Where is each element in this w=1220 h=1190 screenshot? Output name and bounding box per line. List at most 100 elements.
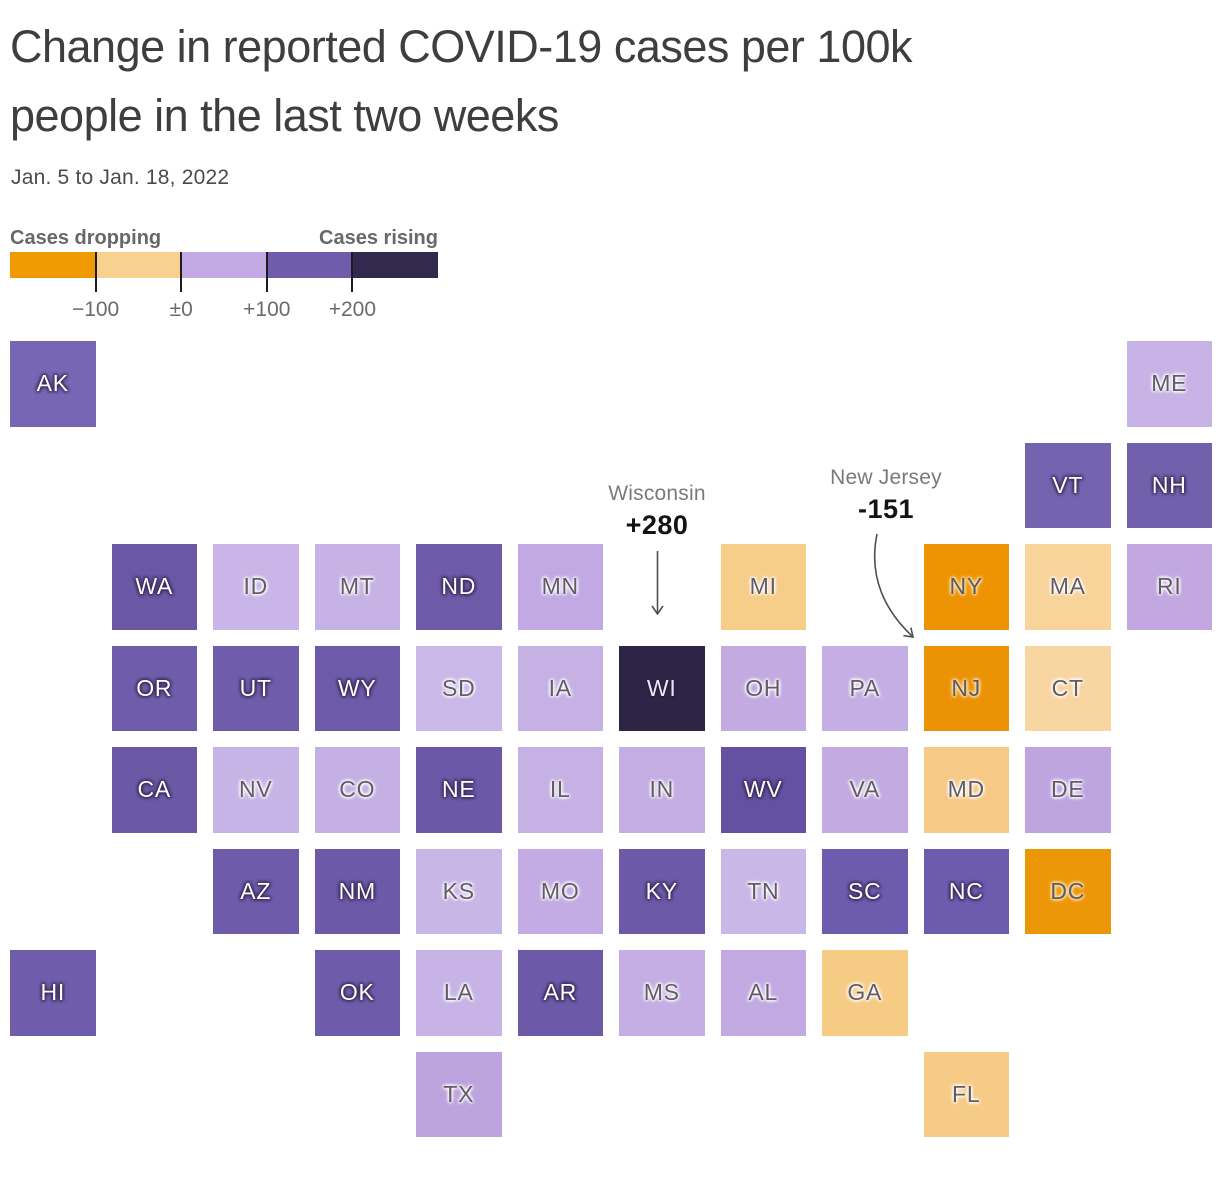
state-tile-label-nm: NM — [338, 877, 376, 904]
page-title-line-2: people in the last two weeks — [10, 90, 559, 141]
legend-tick-line-3 — [351, 252, 354, 292]
state-tile-label-ga: GA — [847, 979, 883, 1006]
state-tile-label-hi: HI — [40, 979, 66, 1006]
state-tile-dc: DC — [1025, 848, 1111, 934]
state-tile-label-ms: MS — [643, 979, 680, 1006]
state-tile-label-az: AZ — [240, 877, 272, 904]
state-tile-al: AL — [720, 950, 806, 1036]
state-tile-oh: OH — [720, 645, 806, 731]
state-tile-label-mi: MI — [749, 573, 777, 600]
legend-swatch-band-2 — [95, 252, 182, 278]
legend-label-cases-dropping: Cases dropping — [10, 227, 162, 249]
legend-tick-label-3: +200 — [328, 298, 377, 321]
page-title: Change in reported COVID-19 cases per 10… — [10, 12, 1130, 150]
state-tile-label-ky: KY — [645, 877, 678, 904]
state-tile-label-nh: NH — [1151, 471, 1187, 498]
state-tile-ia: IA — [517, 645, 603, 731]
state-tile-ky: KY — [619, 848, 705, 934]
state-tile-label-mt: MT — [339, 573, 375, 600]
state-tile-ar: AR — [517, 950, 603, 1036]
state-tile-nv: NV — [213, 747, 299, 833]
date-range-subtitle: Jan. 5 to Jan. 18, 2022 — [11, 166, 230, 189]
color-legend: Cases dropping Cases rising −100 ±0 +100 +2… — [10, 227, 438, 338]
annotation-new-jersey: New Jersey -151 — [756, 466, 1016, 525]
state-tile-nj: NJ — [923, 645, 1009, 731]
state-tile-label-oh: OH — [745, 674, 782, 701]
state-tile-de: DE — [1025, 747, 1111, 833]
state-tile-label-tn: TN — [747, 877, 780, 904]
state-tile-label-wv: WV — [743, 776, 783, 803]
state-tile-label-ak: AK — [36, 370, 69, 397]
state-tile-label-in: IN — [649, 776, 675, 803]
state-tile-label-vt: VT — [1052, 471, 1084, 498]
state-tile-wi: WI — [619, 645, 705, 731]
state-tile-label-wa: WA — [135, 573, 174, 600]
state-tile-label-co: CO — [339, 776, 376, 803]
state-tile-label-va: VA — [849, 776, 881, 803]
state-tile-fl: FL — [923, 1051, 1009, 1137]
state-tile-label-tx: TX — [443, 1080, 475, 1107]
state-tile-sd: SD — [416, 645, 502, 731]
state-tile-label-dc: DC — [1050, 877, 1086, 904]
legend-ticks: −100 ±0 +100 +200 — [10, 252, 438, 338]
state-tile-tn: TN — [720, 848, 806, 934]
state-tile-ks: KS — [416, 848, 502, 934]
state-tile-label-ca: CA — [137, 776, 172, 803]
state-tile-ny: NY — [923, 544, 1009, 630]
legend-tick-label-2: +100 — [243, 298, 291, 321]
legend-tick-label-1: ±0 — [169, 298, 193, 321]
state-tile-label-ia: IA — [548, 674, 572, 701]
state-tile-label-me: ME — [1151, 370, 1188, 397]
state-tile-ct: CT — [1025, 645, 1111, 731]
state-tile-vt: VT — [1025, 442, 1111, 528]
state-tile-label-ri: RI — [1156, 573, 1182, 600]
state-tile-tx: TX — [416, 1051, 502, 1137]
annotation-wisconsin-value: +280 — [625, 510, 689, 540]
state-tile-label-mn: MN — [541, 573, 579, 600]
annotation-wisconsin: Wisconsin +280 — [527, 482, 787, 541]
state-tile-mt: MT — [314, 544, 400, 630]
state-tile-label-id: ID — [243, 573, 269, 600]
state-tile-ma: MA — [1025, 544, 1111, 630]
state-tile-label-nj: NJ — [951, 674, 982, 701]
state-tile-label-ut: UT — [239, 674, 272, 701]
state-tile-label-pa: PA — [849, 674, 881, 701]
state-tile-label-md: MD — [947, 776, 985, 803]
state-tile-label-de: DE — [1050, 776, 1085, 803]
state-tile-label-nc: NC — [948, 877, 984, 904]
state-tile-label-sc: SC — [847, 877, 882, 904]
state-tile-ne: NE — [416, 747, 502, 833]
state-tile-label-fl: FL — [952, 1080, 981, 1107]
state-tile-ca: CA — [111, 747, 197, 833]
state-tile-co: CO — [314, 747, 400, 833]
state-tile-label-sd: SD — [441, 674, 476, 701]
legend-labels: Cases dropping Cases rising — [10, 227, 438, 252]
state-tile-mn: MN — [517, 544, 603, 630]
state-tile-label-ar: AR — [543, 979, 578, 1006]
state-tile-ga: GA — [822, 950, 908, 1036]
state-tile-or: OR — [111, 645, 197, 731]
state-tile-label-wy: WY — [337, 674, 377, 701]
state-tile-ri: RI — [1126, 544, 1212, 630]
state-tile-mi: MI — [720, 544, 806, 630]
state-tile-in: IN — [619, 747, 705, 833]
state-tile-id: ID — [213, 544, 299, 630]
state-tile-me: ME — [1126, 341, 1212, 427]
legend-tick-line-1 — [180, 252, 183, 292]
legend-swatch-band-4 — [266, 252, 353, 278]
annotation-new-jersey-value: -151 — [857, 494, 915, 524]
state-tile-ut: UT — [213, 645, 299, 731]
state-tile-label-mo: MO — [540, 877, 580, 904]
legend-swatch-band-1 — [10, 252, 96, 278]
state-tile-label-wi: WI — [646, 674, 677, 701]
page-title-line-1: Change in reported COVID-19 cases per 10… — [10, 21, 913, 72]
annotation-wisconsin-name: Wisconsin — [608, 482, 706, 505]
state-tile-label-nd: ND — [441, 573, 477, 600]
state-tile-mo: MO — [517, 848, 603, 934]
state-tile-wy: WY — [314, 645, 400, 731]
state-tile-nd: ND — [416, 544, 502, 630]
state-tile-label-ne: NE — [441, 776, 476, 803]
state-tile-label-ct: CT — [1051, 674, 1084, 701]
state-tile-az: AZ — [213, 848, 299, 934]
